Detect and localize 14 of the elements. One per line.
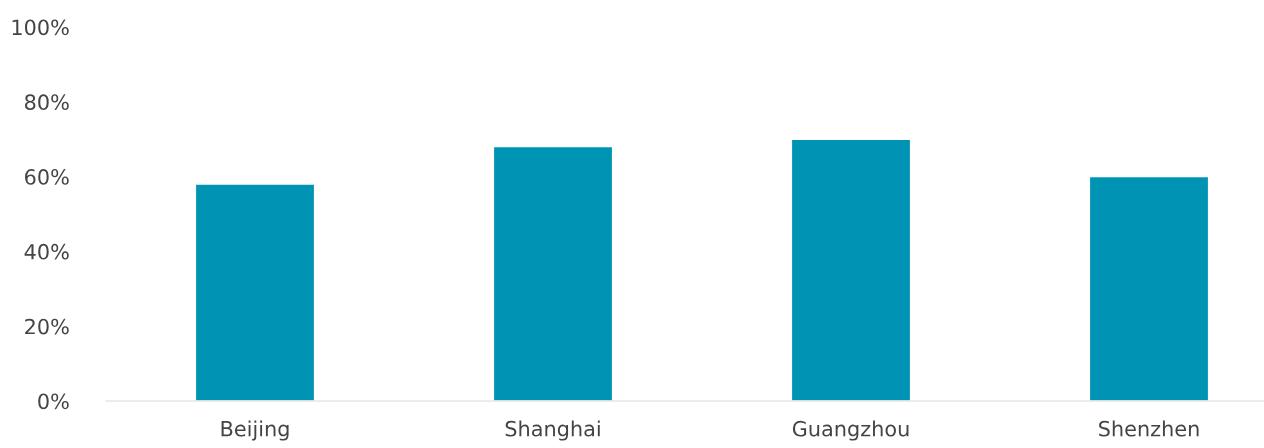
y-tick-label: 100% xyxy=(12,19,69,36)
x-tick-label: Shenzhen xyxy=(1099,420,1199,437)
bar xyxy=(194,183,316,401)
y-tick-label: 0% xyxy=(38,393,69,410)
bar xyxy=(790,138,912,401)
y-tick-label: 20% xyxy=(25,318,69,335)
x-tick-label: Beijing xyxy=(221,420,289,441)
x-tick-label: Shanghai xyxy=(505,420,600,441)
y-tick-label: 80% xyxy=(25,94,69,111)
y-tick-label: 60% xyxy=(25,169,69,185)
x-tick-label: Guangzhou xyxy=(792,420,909,441)
bar xyxy=(492,145,614,401)
bar xyxy=(1088,175,1210,401)
y-tick-label: 40% xyxy=(24,243,69,260)
